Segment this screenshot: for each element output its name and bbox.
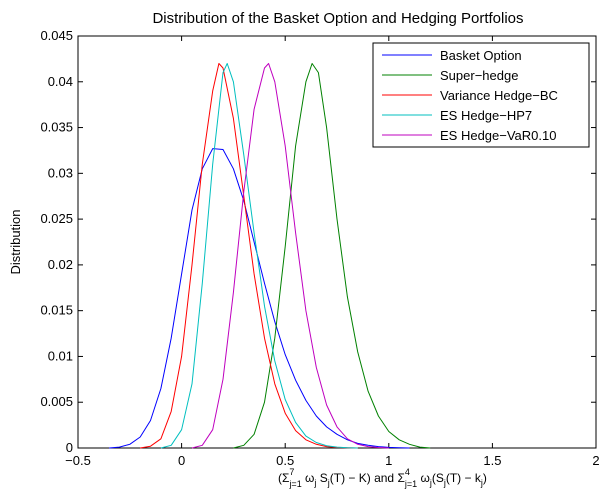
legend-label: Super−hedge [440,68,518,83]
y-tick-label: 0.025 [40,211,73,226]
x-tick-label: 2 [592,453,599,468]
x-tick-label: −0.5 [65,453,91,468]
x-tick-label: 1.5 [483,453,501,468]
y-tick-label: 0.03 [48,165,73,180]
y-tick-label: 0.015 [40,303,73,318]
y-tick-label: 0 [66,440,73,455]
series-line-es-hedge-var0-10 [191,63,389,449]
series-line-basket-option [109,148,410,449]
x-tick-label: 0.5 [276,453,294,468]
x-tick-label: 1 [385,453,392,468]
chart-title: Distribution of the Basket Option and He… [152,10,523,27]
y-tick-label: 0.035 [40,120,73,135]
series-lines [109,63,431,449]
x-axis-label: (Σ7 j=1 ωj Sj(T) − K) and Σ4 j=1 ωj(Sj(T) … [278,467,487,489]
y-tick-label: 0.02 [48,257,73,272]
legend-label: Basket Option [440,48,522,63]
legend-label: ES Hedge−VaR0.10 [440,128,556,143]
y-tick-label: 0.045 [40,28,73,43]
series-line-es-hedge-hp7 [160,63,358,449]
legend-items: Basket Option Super−hedge Variance Hedge−B… [382,48,558,143]
y-tick-label: 0.01 [48,348,73,363]
legend-label: ES Hedge−HP7 [440,108,532,123]
axis-ticks: −0.5 0 0.5 1 1.5 200.0050.010.0150.020.0250.0… [40,28,599,468]
legend-label: Variance Hedge−BC [440,88,558,103]
y-tick-label: 0.04 [48,74,73,89]
legend: Basket Option Super−hedge Variance Hedge−B… [372,42,590,148]
y-tick-label: 0.005 [40,394,73,409]
y-axis-label: Distribution [8,209,23,274]
x-tick-label: 0 [178,453,185,468]
series-line-super-hedge [233,63,431,449]
